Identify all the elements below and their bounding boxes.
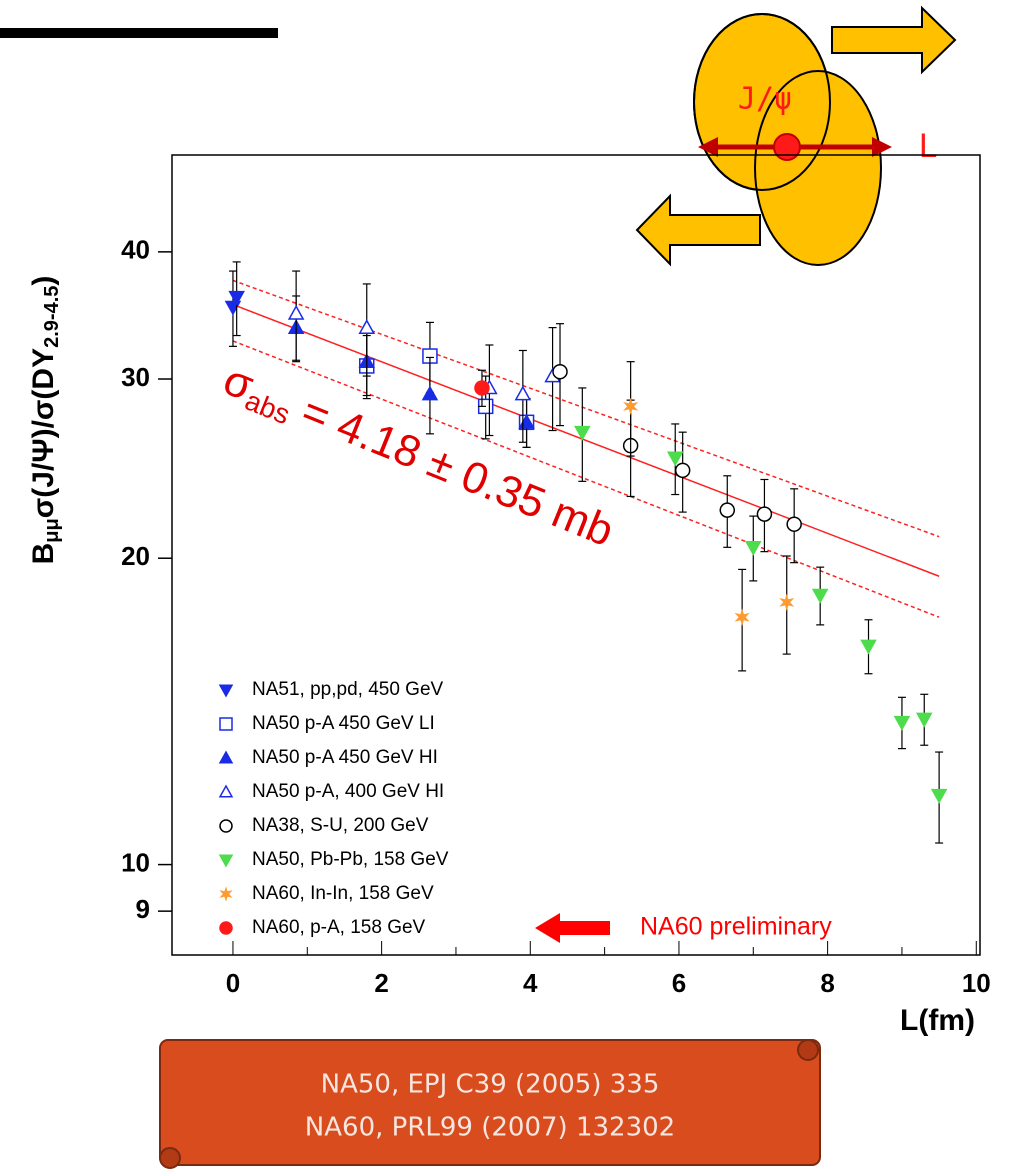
- title-bar: [0, 28, 278, 38]
- x-tick-label: 2: [374, 968, 388, 998]
- x-tick-label: 0: [226, 968, 240, 998]
- nucleus: [754, 70, 882, 266]
- marker: [421, 385, 439, 401]
- plot-frame: [171, 154, 981, 956]
- annotation-part: = 4.18 ± 0.35 mb: [295, 386, 620, 555]
- x-tick-label: 6: [672, 968, 686, 998]
- marker: [893, 715, 911, 731]
- marker: [474, 380, 490, 396]
- y-label-part: ): [27, 276, 60, 286]
- arrowhead: [698, 137, 718, 157]
- marker: [287, 304, 305, 320]
- marker: [219, 886, 233, 902]
- y-tick-label: 30: [121, 362, 150, 392]
- y-label-sub: 2.9-4.5: [41, 286, 63, 348]
- x-tick-label: 10: [962, 968, 991, 998]
- legend-label: NA50 p-A 450 GeV LI: [252, 713, 435, 734]
- annotation-sub: abs: [241, 385, 294, 431]
- x-tick-label: 8: [820, 968, 834, 998]
- marker: [218, 784, 234, 798]
- plot: 0 2 4 6 8 10 9 10 20 30 40 NA51, pp,pd, 450 GeV NA50…: [121, 235, 991, 998]
- fit-line: [232, 303, 940, 577]
- marker: [719, 502, 736, 518]
- scroll: [159, 1039, 821, 1166]
- y-tick-label: 20: [121, 541, 150, 571]
- marker: [779, 593, 795, 612]
- scroll-curl: [159, 1147, 181, 1169]
- y-axis-label: Bμμσ(J/Ψ)/σ(DY2.9-4.5): [27, 276, 63, 565]
- preliminary-label: NA60 preliminary: [640, 913, 832, 941]
- y-tick-label: 10: [121, 847, 150, 877]
- y-label-part: σ(J/Ψ)/σ(DY: [27, 348, 60, 518]
- y-label-sub: μμ: [41, 518, 63, 542]
- arrow-left: [635, 193, 761, 267]
- marker: [358, 319, 376, 334]
- legend-label: NA38, S-U, 200 GeV: [252, 815, 429, 836]
- reference-line: NA60, PRL99 (2007) 132302: [305, 1113, 675, 1143]
- particle-label: J/ψ: [738, 82, 792, 117]
- marker: [915, 712, 933, 728]
- nucleus-outline: [693, 13, 831, 191]
- marker: [745, 540, 762, 556]
- y-label-part: B: [27, 543, 60, 565]
- legend-label: NA50 p-A 450 GeV HI: [252, 747, 438, 768]
- length-label: L: [918, 127, 937, 165]
- marker: [930, 788, 948, 804]
- x-axis-label: L(fm): [900, 1004, 975, 1037]
- marker: [674, 462, 691, 479]
- legend-label: NA50, Pb-Pb, 158 GeV: [252, 849, 449, 870]
- marker: [552, 363, 568, 380]
- y-tick-label: 40: [121, 235, 150, 265]
- fit-line: [232, 340, 940, 618]
- marker: [228, 290, 245, 306]
- marker: [623, 397, 639, 416]
- marker: [514, 385, 532, 401]
- legend-label: NA51, pp,pd, 450 GeV: [252, 679, 444, 700]
- jpsi-dot: [773, 133, 801, 161]
- marker: [218, 854, 234, 868]
- arrowhead: [872, 137, 892, 157]
- marker: [218, 750, 234, 764]
- reference-line: NA50, EPJ C39 (2005) 335: [321, 1070, 660, 1100]
- marker: [219, 819, 233, 833]
- marker: [786, 516, 802, 532]
- marker: [734, 608, 750, 626]
- scroll-curl: [797, 1039, 819, 1061]
- marker: [218, 684, 234, 698]
- legend-label: NA60, In-In, 158 GeV: [252, 883, 434, 904]
- marker: [811, 588, 829, 604]
- legend-label: NA50 p-A, 400 GeV HI: [252, 781, 444, 802]
- arrow-right: [831, 5, 957, 75]
- marker: [219, 717, 233, 731]
- marker: [756, 506, 773, 522]
- preliminary-arrow: [535, 913, 610, 943]
- marker: [219, 921, 233, 935]
- marker: [860, 639, 877, 655]
- collision-diagram: J/ψ L: [635, 5, 957, 267]
- x-tick-label: 4: [523, 968, 538, 998]
- fit-line: [232, 279, 940, 538]
- reference-box: NA50, EPJ C39 (2005) 335 NA60, PRL99 (20…: [159, 1039, 821, 1169]
- marker: [666, 451, 684, 467]
- y-tick-label: 9: [136, 894, 150, 924]
- legend-label: NA60, p-A, 158 GeV: [252, 917, 426, 938]
- marker: [574, 425, 591, 441]
